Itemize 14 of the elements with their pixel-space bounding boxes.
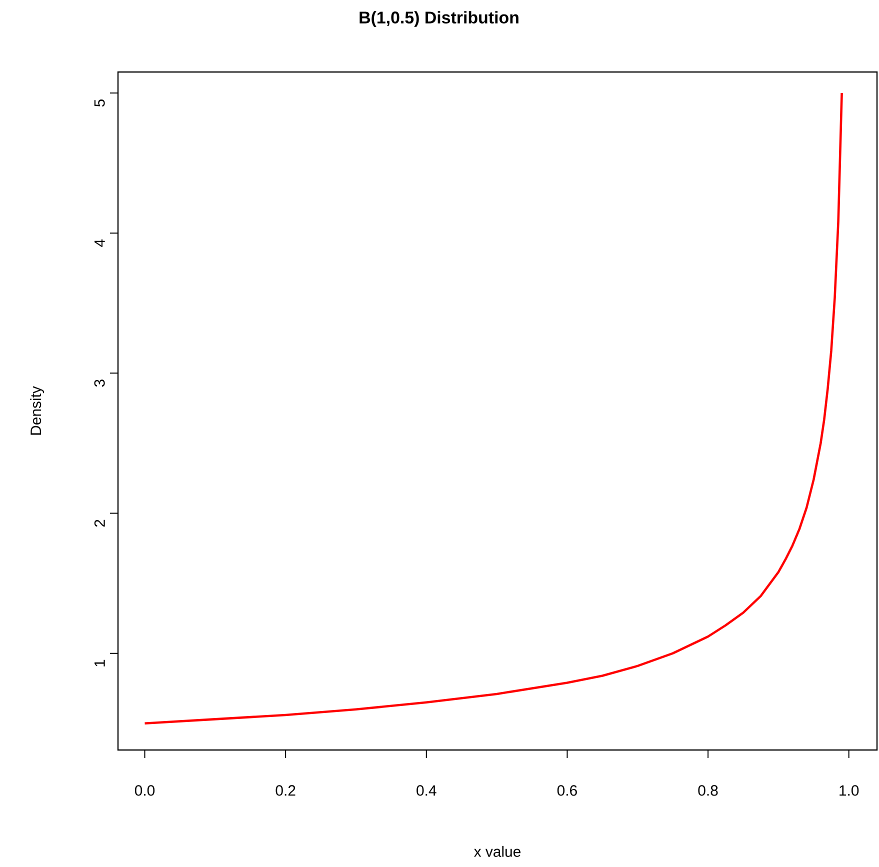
y-axis-title: Density <box>30 386 44 435</box>
y-tick-label: 5 <box>94 99 105 107</box>
x-tick-label: 1.0 <box>840 785 859 796</box>
y-tick-label: 4 <box>94 239 105 247</box>
x-tick-label: 0.4 <box>416 785 436 796</box>
chart-title: B(1,0.5) Distribution <box>360 11 518 27</box>
x-tick-label: 0.2 <box>276 785 296 796</box>
y-tick-label: 1 <box>94 660 105 666</box>
y-tick-label: 3 <box>94 380 105 387</box>
x-tick-label: 0.0 <box>134 785 155 796</box>
x-axis-title: x value <box>474 846 520 857</box>
x-tick-label: 0.8 <box>698 785 718 796</box>
x-tick-label: 0.6 <box>557 785 577 796</box>
y-tick-label: 2 <box>94 520 105 527</box>
